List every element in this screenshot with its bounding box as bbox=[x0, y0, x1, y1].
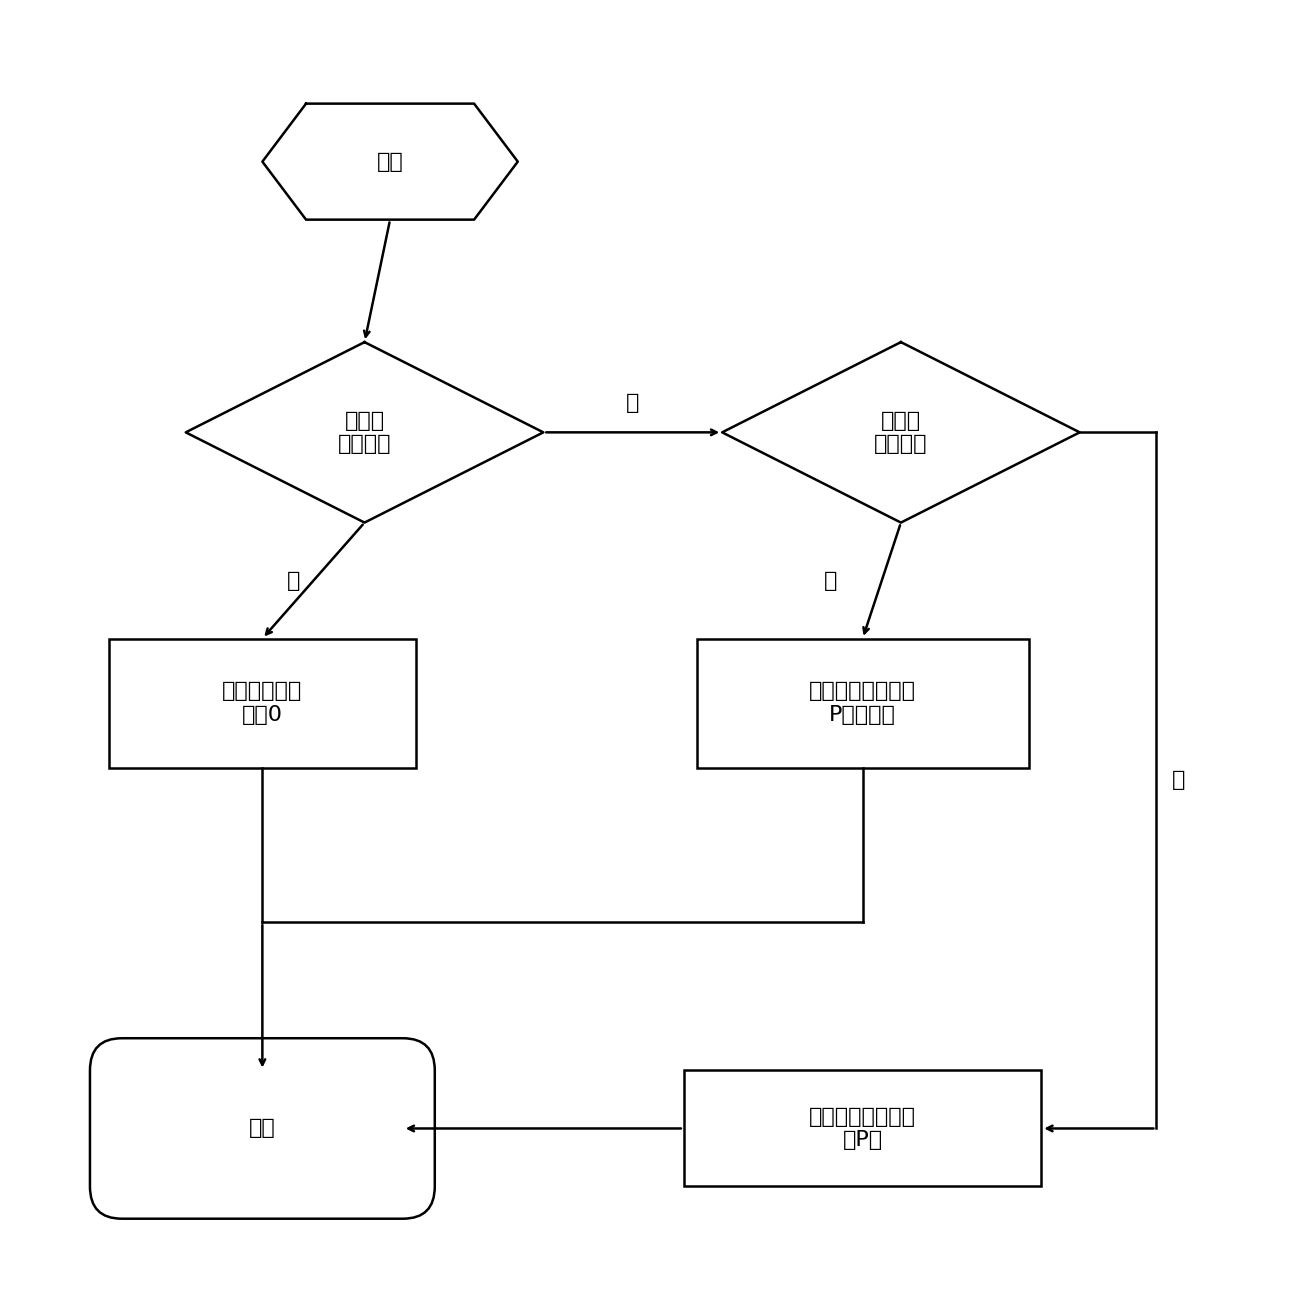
Text: 出口: 出口 bbox=[249, 1118, 276, 1139]
Polygon shape bbox=[186, 343, 544, 523]
Text: 目标允许功率降为
P值的一半: 目标允许功率降为 P值的一半 bbox=[809, 681, 917, 724]
Text: 是否有
二级故障: 是否有 二级故障 bbox=[338, 410, 391, 453]
Text: 目标允许功率恢复
至P值: 目标允许功率恢复 至P值 bbox=[809, 1106, 917, 1151]
Bar bbox=[110, 638, 416, 767]
Bar bbox=[684, 1071, 1042, 1187]
Polygon shape bbox=[262, 104, 518, 220]
Text: 否: 否 bbox=[1172, 770, 1185, 791]
Text: 是否有
一级故障: 是否有 一级故障 bbox=[874, 410, 928, 453]
Text: 否: 否 bbox=[626, 394, 639, 413]
Polygon shape bbox=[722, 343, 1079, 523]
Text: 是: 是 bbox=[288, 571, 301, 590]
Text: 是: 是 bbox=[824, 571, 837, 590]
Text: 目标允许功率
降至0: 目标允许功率 降至0 bbox=[222, 681, 302, 724]
Text: 入口: 入口 bbox=[377, 151, 404, 172]
Bar bbox=[697, 638, 1029, 767]
FancyBboxPatch shape bbox=[90, 1038, 435, 1218]
